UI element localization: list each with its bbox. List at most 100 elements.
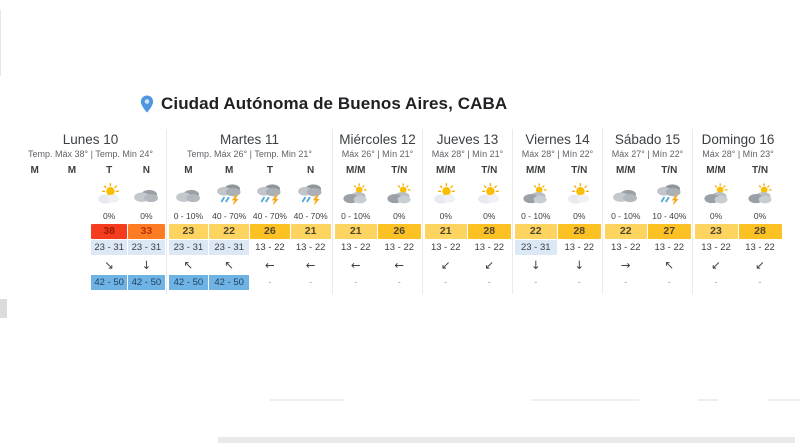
precip-probability: 0 - 10%: [521, 211, 551, 221]
storm-icon: [209, 178, 250, 209]
periods-row: M/M 0 - 10% 22 23 - 31 ↓ - T/N 0% 28 13 - 22 ↓ -: [514, 163, 601, 290]
day-minmax: Máx 27° | Mín 22°: [611, 149, 684, 159]
precip-probability: 40 - 70%: [252, 211, 287, 221]
precip-probability: 0%: [439, 211, 452, 221]
wind-direction-arrow: ↖: [183, 258, 194, 272]
wind-direction-arrow: ↙: [440, 258, 451, 272]
storm-icon: [648, 178, 692, 209]
temperature-cell: 26: [378, 224, 421, 239]
day-column: Jueves 13 Máx 28° | Mín 21° M/M 0% 21 13 - 22…: [423, 129, 513, 294]
gust-range-cell: -: [534, 277, 538, 288]
precip-probability: 0%: [709, 211, 723, 221]
cloud-icon: [128, 178, 165, 209]
page-artifact: [531, 399, 639, 401]
period-label: M: [67, 165, 77, 176]
gust-range-cell: -: [309, 277, 313, 288]
day-column: Martes 11 Temp. Máx 26° | Temp. Min 21° M 0…: [167, 129, 333, 294]
period-label: M/M: [616, 165, 636, 176]
location-pin-icon: [140, 95, 154, 113]
cloud-sun-icon: [378, 178, 422, 209]
gust-range-cell: -: [624, 277, 628, 288]
wind-direction-arrow: ←: [265, 258, 275, 272]
temperature-cell: 26: [250, 224, 290, 239]
empty-icon: [53, 178, 90, 209]
precip-probability: 0 - 10%: [611, 211, 641, 221]
periods-row: M/M 0% 23 13 - 22 ↙ - T/N 0% 28 13 - 22 ↙ -: [694, 163, 782, 290]
precip-probability: 0%: [140, 211, 153, 221]
gust-range-cell: -: [487, 277, 491, 288]
empty-icon: [16, 178, 53, 209]
period-label: T/N: [751, 165, 769, 176]
day-column: Lunes 10 Temp. Máx 38° | Temp. Min 24° M M T…: [15, 129, 167, 294]
sun-cloud-icon: [468, 178, 512, 209]
periods-row: M/M 0% 21 13 - 22 ↙ - T/N 0% 28 13 - 22 ↙ -: [424, 163, 511, 290]
sun-cloud-icon: [558, 178, 602, 209]
period-cell: M/M 0% 23 13 - 22 ↙ -: [694, 163, 738, 290]
period-label: M/M: [346, 165, 366, 176]
temperature-cell: 38: [91, 224, 128, 239]
period-cell: T 0% 38 23 - 31 ↘ 42 - 50: [91, 163, 128, 290]
day-name: Martes 11: [219, 132, 280, 147]
period-label: T/N: [571, 165, 588, 176]
precip-probability: [53, 209, 90, 224]
gust-range-cell: 42 - 50: [209, 275, 249, 290]
temperature-cell: 21: [290, 224, 331, 239]
gust-range-cell: 42 - 50: [91, 275, 128, 290]
period-label: M: [184, 165, 193, 176]
wind-speed-range: 13 - 22: [745, 242, 775, 253]
period-cell: N 0% 33 23 - 31 ↓ 42 - 50: [128, 163, 165, 290]
temperature-cell: 33: [128, 224, 165, 239]
cloud-icon: [604, 178, 648, 209]
wind-direction-arrow: ↓: [574, 258, 585, 272]
wind-direction-arrow: ↙: [755, 258, 765, 272]
temperature-cell: 23: [168, 224, 209, 239]
cloud-icon: [168, 178, 209, 209]
precip-probability: 0%: [483, 211, 496, 221]
period-label: M: [30, 165, 39, 176]
cloud-sun-icon: [694, 178, 738, 209]
storm-icon: [290, 178, 331, 209]
page-artifact: [270, 399, 344, 401]
period-label: T/N: [391, 165, 408, 176]
wind-direction-arrow: ↓: [530, 258, 541, 272]
cloud-sun-icon: [738, 178, 782, 209]
gust-range-cell: -: [758, 277, 762, 288]
cloud-sun-icon: [514, 178, 558, 209]
day-name: Domingo 16: [701, 132, 775, 147]
period-label: N: [142, 165, 150, 176]
period-label: M: [224, 165, 234, 176]
cloud-sun-icon: [334, 178, 378, 209]
period-cell: N 40 - 70% 21 13 - 22 ← -: [290, 163, 331, 290]
page-artifact: [768, 399, 800, 401]
gust-range-cell: -: [397, 277, 401, 288]
precip-probability: 0 - 10%: [341, 211, 371, 221]
temperature-cell: 22: [604, 224, 647, 239]
period-cell: T 40 - 70% 26 13 - 22 ← -: [250, 163, 291, 290]
period-cell: M: [53, 163, 90, 290]
wind-direction-arrow: ↙: [484, 258, 495, 272]
precip-probability: 0 - 10%: [173, 211, 204, 221]
wind-speed-range: 13 - 22: [295, 242, 326, 253]
day-name: Jueves 13: [436, 132, 499, 147]
storm-icon: [250, 178, 291, 209]
temperature-cell: 28: [738, 224, 782, 239]
day-column: Miércoles 12 Máx 26° | Mín 21° M/M 0 - 10% 2…: [333, 129, 423, 294]
day-minmax: Máx 28° | Mín 22°: [521, 149, 594, 159]
wind-speed-range: [54, 240, 90, 255]
period-label: M/M: [436, 165, 456, 176]
wind-speed-range: 23 - 31: [209, 240, 249, 255]
day-column: Viernes 14 Máx 28° | Mín 22° M/M 0 - 10% 22 2…: [513, 129, 603, 294]
day-minmax: Máx 26° | Mín 21°: [341, 149, 414, 159]
period-cell: M: [16, 163, 53, 290]
periods-row: M/M 0 - 10% 21 13 - 22 ← - T/N 0% 26 13 - 22 ← -: [334, 163, 421, 290]
forecast-table: Lunes 10 Temp. Máx 38° | Temp. Min 24° M M T…: [15, 129, 783, 294]
temperature-cell: [54, 224, 90, 239]
wind-speed-range: 13 - 22: [564, 242, 595, 253]
day-minmax: Máx 28° | Mín 23°: [702, 149, 774, 159]
precip-probability: 0%: [393, 211, 406, 221]
period-cell: T/N 0% 28 13 - 22 ↙ -: [738, 163, 782, 290]
period-cell: T/N 0% 28 13 - 22 ↓ -: [558, 163, 602, 290]
period-label: M/M: [526, 165, 546, 176]
precip-probability: 40 - 70%: [293, 211, 328, 221]
wind-direction-arrow: ↖: [224, 258, 234, 272]
